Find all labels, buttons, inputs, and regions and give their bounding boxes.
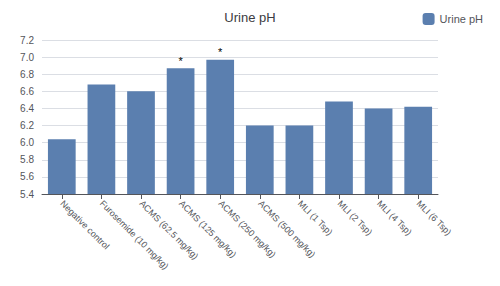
svg-text:7.2: 7.2 bbox=[20, 35, 34, 46]
svg-text:5.6: 5.6 bbox=[20, 171, 34, 182]
svg-text:ACMS (62.5 mg/kg): ACMS (62.5 mg/kg) bbox=[137, 198, 201, 262]
svg-text:MLI (1 Tsp): MLI (1 Tsp) bbox=[296, 198, 335, 237]
svg-text:MLI (4 Tsp): MLI (4 Tsp) bbox=[375, 198, 414, 237]
svg-text:6.6: 6.6 bbox=[20, 86, 34, 97]
svg-text:6.2: 6.2 bbox=[20, 120, 34, 131]
svg-text:ACMS (250 mg/kg): ACMS (250 mg/kg) bbox=[216, 198, 278, 260]
svg-text:MLI (6 Tsp): MLI (6 Tsp) bbox=[415, 198, 454, 237]
svg-text:Urine pH: Urine pH bbox=[440, 13, 483, 25]
svg-text:ACMS (125 mg/kg): ACMS (125 mg/kg) bbox=[177, 198, 239, 260]
svg-text:Negative control: Negative control bbox=[58, 198, 112, 252]
svg-text:Furosemide (10 mg/kg): Furosemide (10 mg/kg) bbox=[98, 198, 171, 271]
svg-text:*: * bbox=[218, 46, 223, 58]
svg-text:6.0: 6.0 bbox=[20, 137, 34, 148]
svg-text:5.4: 5.4 bbox=[20, 189, 34, 200]
svg-text:6.4: 6.4 bbox=[20, 103, 34, 114]
svg-text:MLI (2 Tsp): MLI (2 Tsp) bbox=[335, 198, 374, 237]
svg-text:5.8: 5.8 bbox=[20, 154, 34, 165]
svg-text:6.8: 6.8 bbox=[20, 69, 34, 80]
svg-text:Urine pH: Urine pH bbox=[224, 10, 275, 25]
svg-text:*: * bbox=[178, 55, 183, 67]
svg-text:ACMS (500 mg/kg): ACMS (500 mg/kg) bbox=[256, 198, 318, 260]
svg-text:7.0: 7.0 bbox=[20, 52, 34, 63]
